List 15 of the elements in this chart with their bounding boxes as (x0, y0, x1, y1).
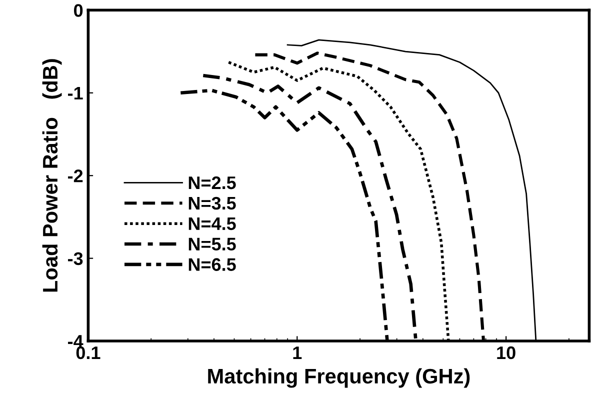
legend-label: N=6.5 (188, 258, 236, 271)
y-tick-label: -4 (68, 335, 84, 348)
y-tick-label: -1 (68, 86, 83, 100)
y-tick-label: -2 (68, 170, 83, 182)
y-axis-title: Load Power Ratio (dB) (42, 59, 62, 292)
y-tick-label: -3 (68, 252, 83, 266)
y-tick-label: 0 (74, 4, 83, 17)
x-tick-label: 1 (293, 346, 302, 359)
legend-label: N=4.5 (188, 217, 236, 230)
x-tick-label: 10 (497, 346, 516, 360)
legend-label: N=2.5 (188, 176, 236, 190)
x-axis-title: Matching Frequency (GHz) (208, 368, 470, 388)
legend-label: N=3.5 (188, 196, 236, 210)
legend-label: N=5.5 (188, 238, 236, 251)
x-tick-label: 0.1 (76, 346, 100, 360)
